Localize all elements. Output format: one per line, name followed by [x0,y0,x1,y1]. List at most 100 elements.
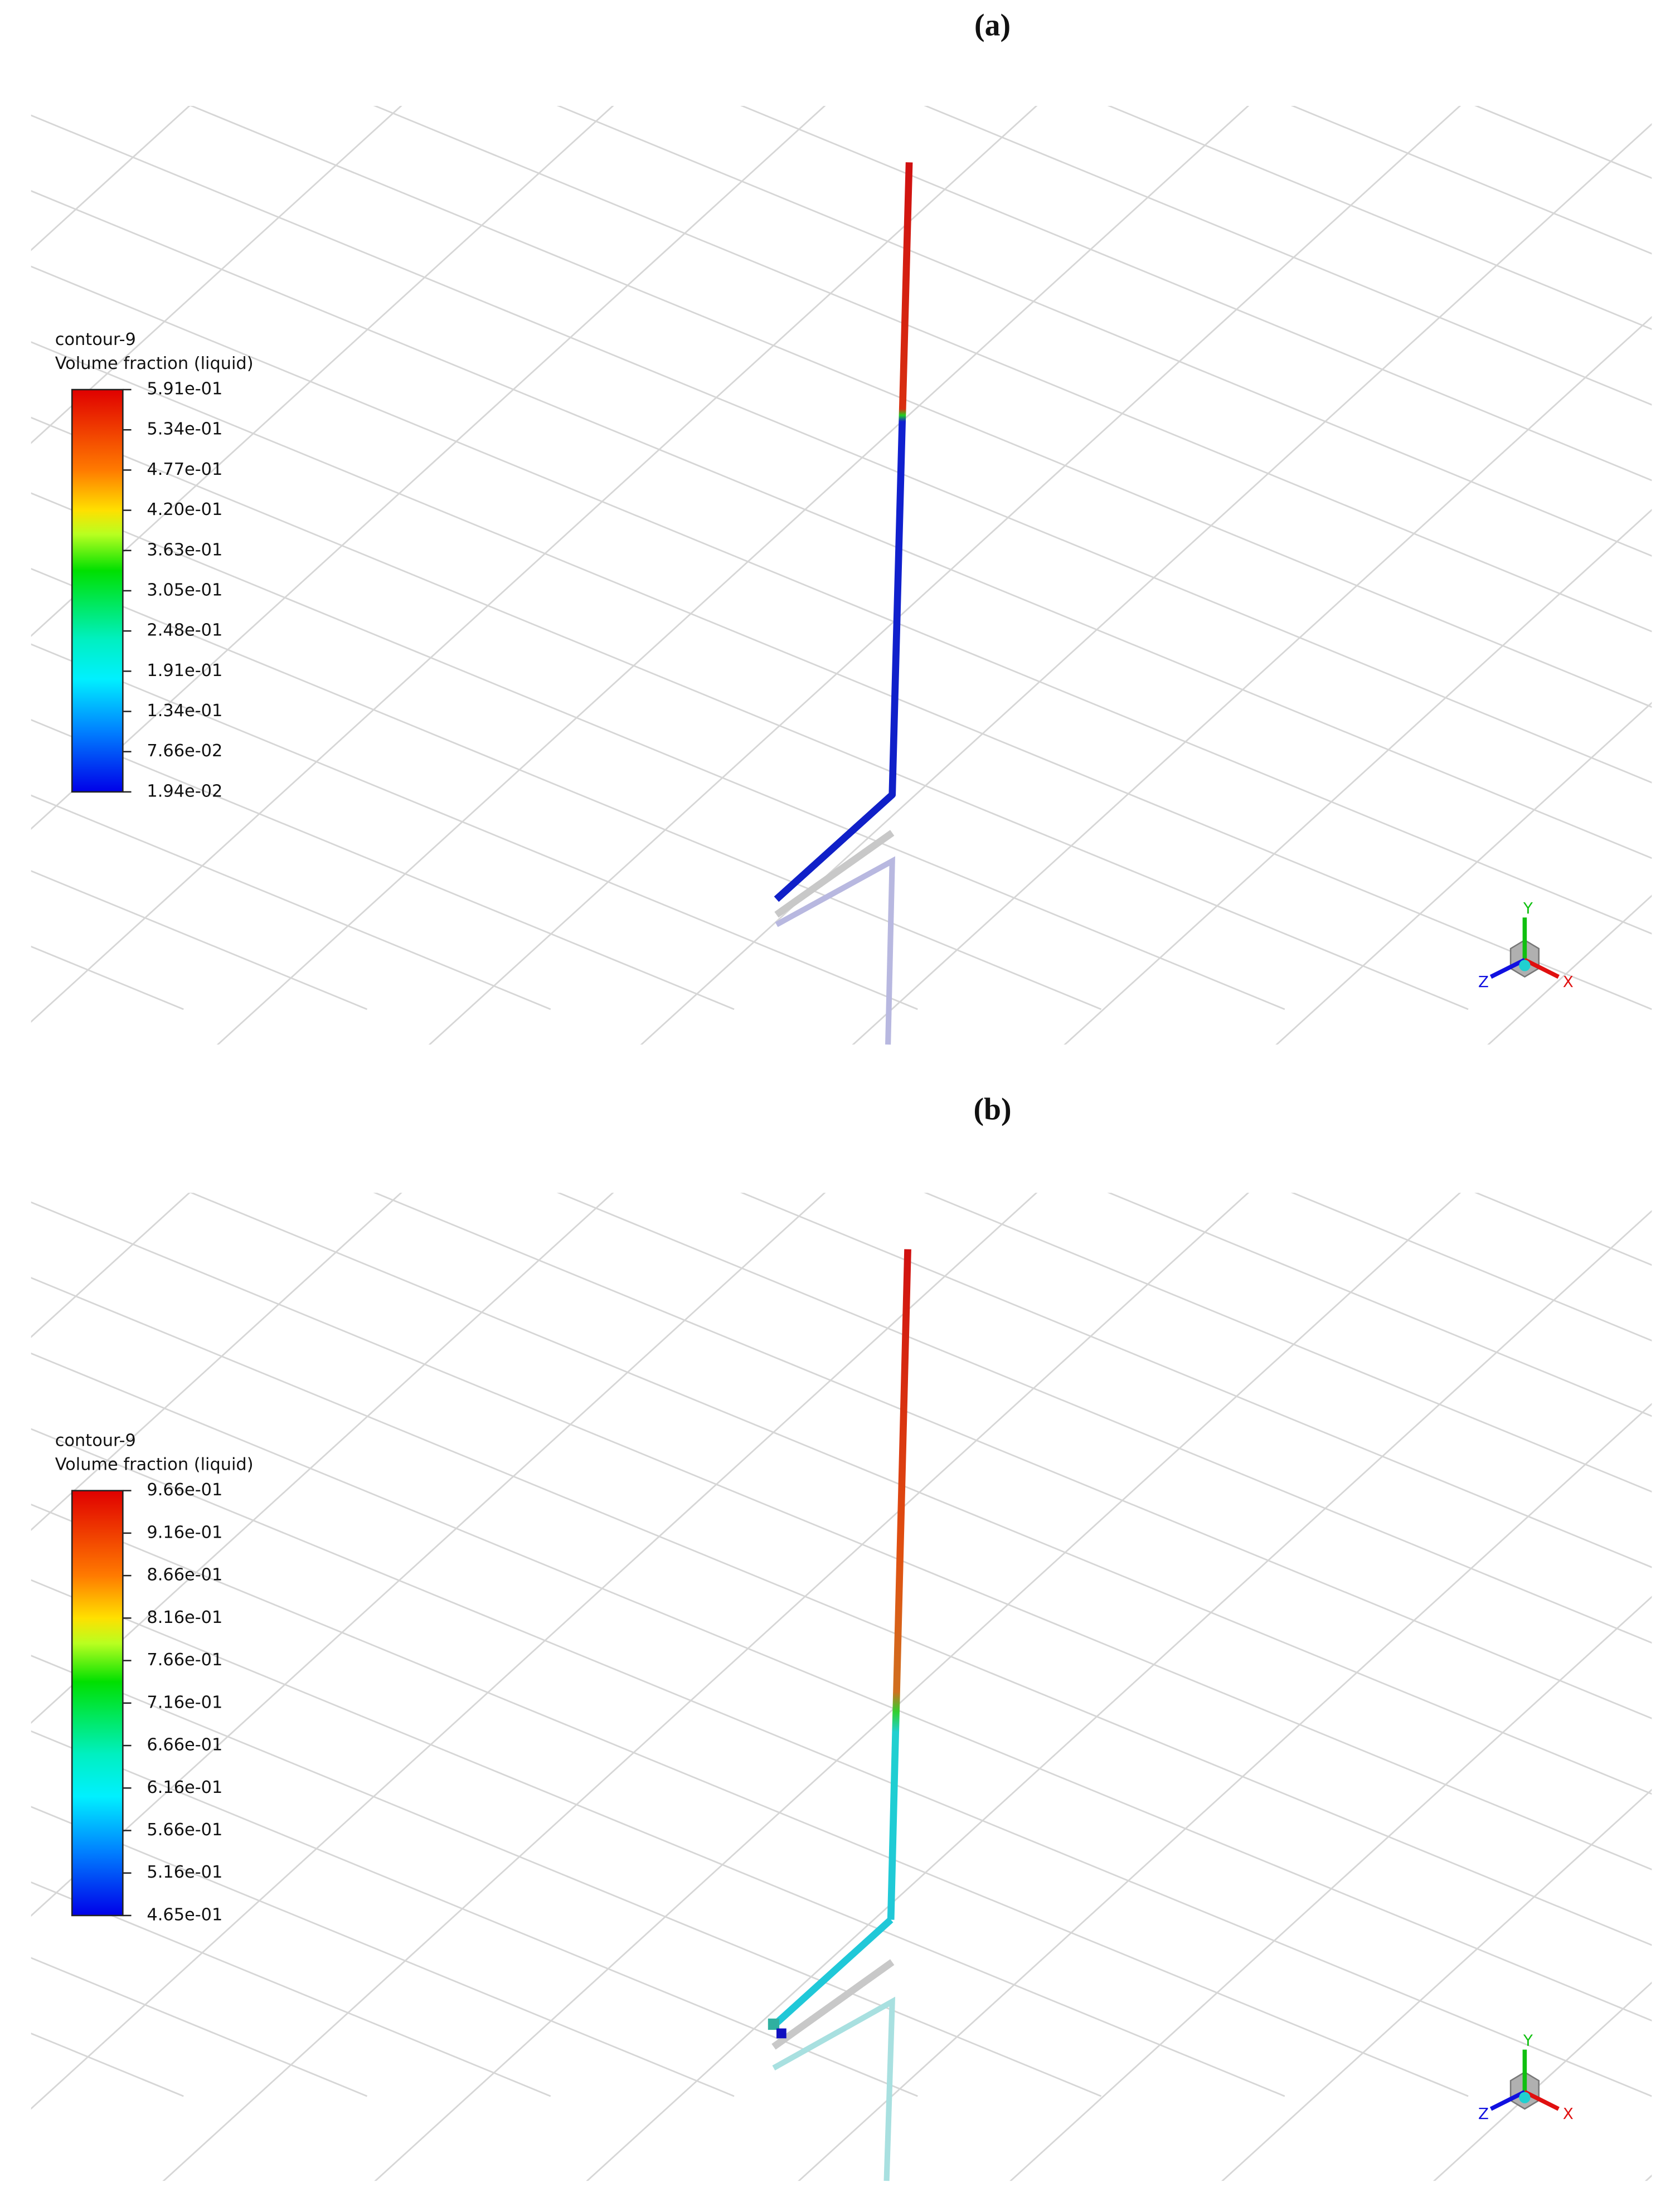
colorbar: contour-9 Volume fraction (liquid) 9.66e-0… [55,1431,254,1924]
colorbar-scale [71,388,124,793]
legend-quantity: Volume fraction (liquid) [55,1455,254,1475]
grid-line [1275,702,1652,1045]
grid-line [31,643,918,1010]
grid-line [373,1193,1652,1719]
grid-line [31,1957,368,2097]
triad-x [1523,2090,1560,2111]
grid-line [1107,1193,1652,1417]
grid-line [373,105,1652,633]
grid-line [1433,1981,1652,2181]
grid-line [31,416,1469,1010]
grid-line [1290,1193,1652,1341]
colorbar-tick-label: 9.16e-01 [147,1523,222,1542]
grid-line [31,794,551,1010]
grid-line [556,1193,1652,1644]
grid-line [0,21,71,1179]
grid-line [31,1881,551,2097]
grid-line [31,105,191,251]
grid-line [162,1193,1250,2181]
grid-line [428,105,1461,1045]
grid-line [740,1193,1652,1568]
triad-z [1489,2090,1526,2111]
grid-line [31,1655,1102,2097]
grid-line [1290,105,1652,255]
grid-line [31,1579,1285,2097]
colorbar-tick-label: 8.16e-01 [147,1608,222,1627]
pipe-reflection [772,1996,896,2181]
grid-line [640,123,1652,1045]
grid-line [1638,1108,1680,2096]
colorbar-tick-label: 7.66e-01 [147,1650,222,1670]
pipe-end [776,2028,786,2039]
axis-triad: Y X Z [1478,899,1574,991]
floor-grid [0,21,1680,1179]
colorbar-tick-label: 4.77e-01 [147,460,222,479]
axis-label: Z [1478,973,1489,991]
colorbar-tick-label: 5.34e-01 [147,420,222,439]
grid-line [31,265,1652,935]
grid-line [190,105,1652,708]
panel-label: (b) [973,1092,1011,1127]
colorbar-tick-label: 6.16e-01 [147,1778,222,1797]
grid-line [31,114,1652,784]
legend-title: contour-9 [55,1431,136,1450]
grid-line [31,1193,826,1917]
floor-grid [31,1108,1680,2181]
grid-line [1644,2174,1652,2181]
legend-title: contour-9 [55,330,136,349]
triad-z [1489,957,1526,979]
pipe-end [768,2018,780,2030]
grid-line [740,105,1652,482]
colorbar-tick-label: 1.34e-01 [147,701,222,721]
pipe [774,162,913,1045]
grid-line [374,1193,1461,2181]
grid-line [1064,509,1652,1045]
grid-line [31,719,735,1010]
colorbar-tick-label: 7.16e-01 [147,1693,222,1712]
grid-line [31,1193,614,1724]
axis-label: X [1563,973,1574,991]
grid-line [1009,1596,1652,2181]
colorbar-tick-label: 4.20e-01 [147,500,222,519]
colorbar-tick-label: 6.66e-01 [147,1736,222,1755]
axis-label: X [1563,2104,1574,2123]
grid-line [1107,105,1652,330]
pipe-body [774,792,895,902]
triad-origin [1519,2092,1531,2103]
grid-line [1638,21,1680,1009]
pipe-body [771,1917,894,2029]
grid-line [31,1193,402,1532]
grid-line [31,190,1652,859]
grid-line [1487,895,1652,1045]
axis-triad: Y X Z [1478,2031,1574,2123]
axis-label: Y [1523,2031,1533,2049]
grid-line [31,105,402,444]
grid-line [586,1209,1652,2181]
grid-line [556,105,1652,557]
pipe-body [774,162,913,902]
colorbar-tick-label: 9.66e-01 [147,1480,222,1500]
grid-line [31,105,826,830]
colorbar: contour-9 Volume fraction (liquid) 5.91e-0… [55,330,254,801]
colorbar-tick-label: 5.66e-01 [147,1820,222,1840]
grid-line [31,1277,1652,1946]
pipe-reflection [775,856,895,1045]
pipe-shadow [771,1959,895,2050]
axis-label: Y [1523,899,1533,917]
grid-line [31,1193,191,1338]
grid-line [31,1352,1652,2022]
grid-line [798,1403,1652,2181]
grid-line [1221,1788,1652,2181]
colorbar-scale [71,1490,124,1917]
colorbar-tick-label: 1.94e-02 [147,781,222,801]
grid-line [1553,21,1680,1179]
colorbar-tick-label: 4.65e-01 [147,1905,222,1924]
grid-line [31,1503,1469,2097]
grid-line [924,1193,1652,1493]
grid-line [31,1201,1652,1870]
panel-label: (a) [974,8,1011,42]
grid-line [924,105,1652,406]
triad-origin [1519,960,1531,971]
pipe-shadow [774,830,895,918]
